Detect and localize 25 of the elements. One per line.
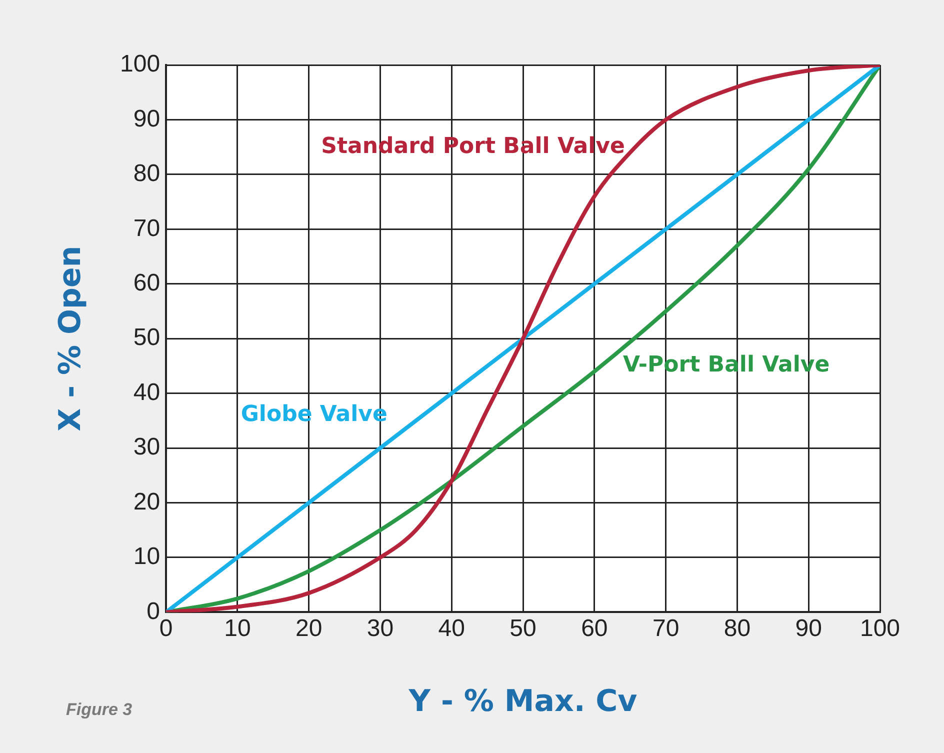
- y-tick-label: 10: [133, 543, 160, 570]
- x-tick-label: 70: [652, 615, 680, 642]
- y-tick-label: 90: [133, 105, 160, 132]
- y-tick-label: 70: [133, 214, 160, 242]
- x-tick-label: 10: [224, 615, 251, 642]
- y-tick-label: 100: [120, 50, 160, 78]
- y-tick-label: 80: [133, 160, 160, 188]
- y-tick-label: 60: [133, 270, 160, 297]
- y-tick-label: 20: [133, 488, 160, 516]
- x-tick-label: 30: [366, 615, 394, 642]
- y-tick-label: 50: [133, 324, 160, 352]
- x-tick-label: 20: [295, 615, 322, 642]
- x-tick-label: 40: [438, 615, 465, 642]
- y-axis-title: X - % Open: [52, 246, 88, 432]
- x-tick-label: 90: [795, 615, 822, 642]
- y-tick-label: 0: [146, 598, 160, 625]
- line-series: [166, 65, 880, 612]
- caption: Figure 3: [66, 700, 132, 720]
- y-tick-label: 30: [133, 434, 160, 461]
- x-tick-label: 60: [581, 615, 608, 642]
- x-tick-label: 100: [860, 615, 900, 642]
- x-tick-label: 50: [510, 615, 536, 642]
- x-axis-title: Y - % Max. Cv: [408, 684, 638, 719]
- x-tick-label: 80: [724, 615, 751, 642]
- y-tick-label: 40: [133, 378, 160, 406]
